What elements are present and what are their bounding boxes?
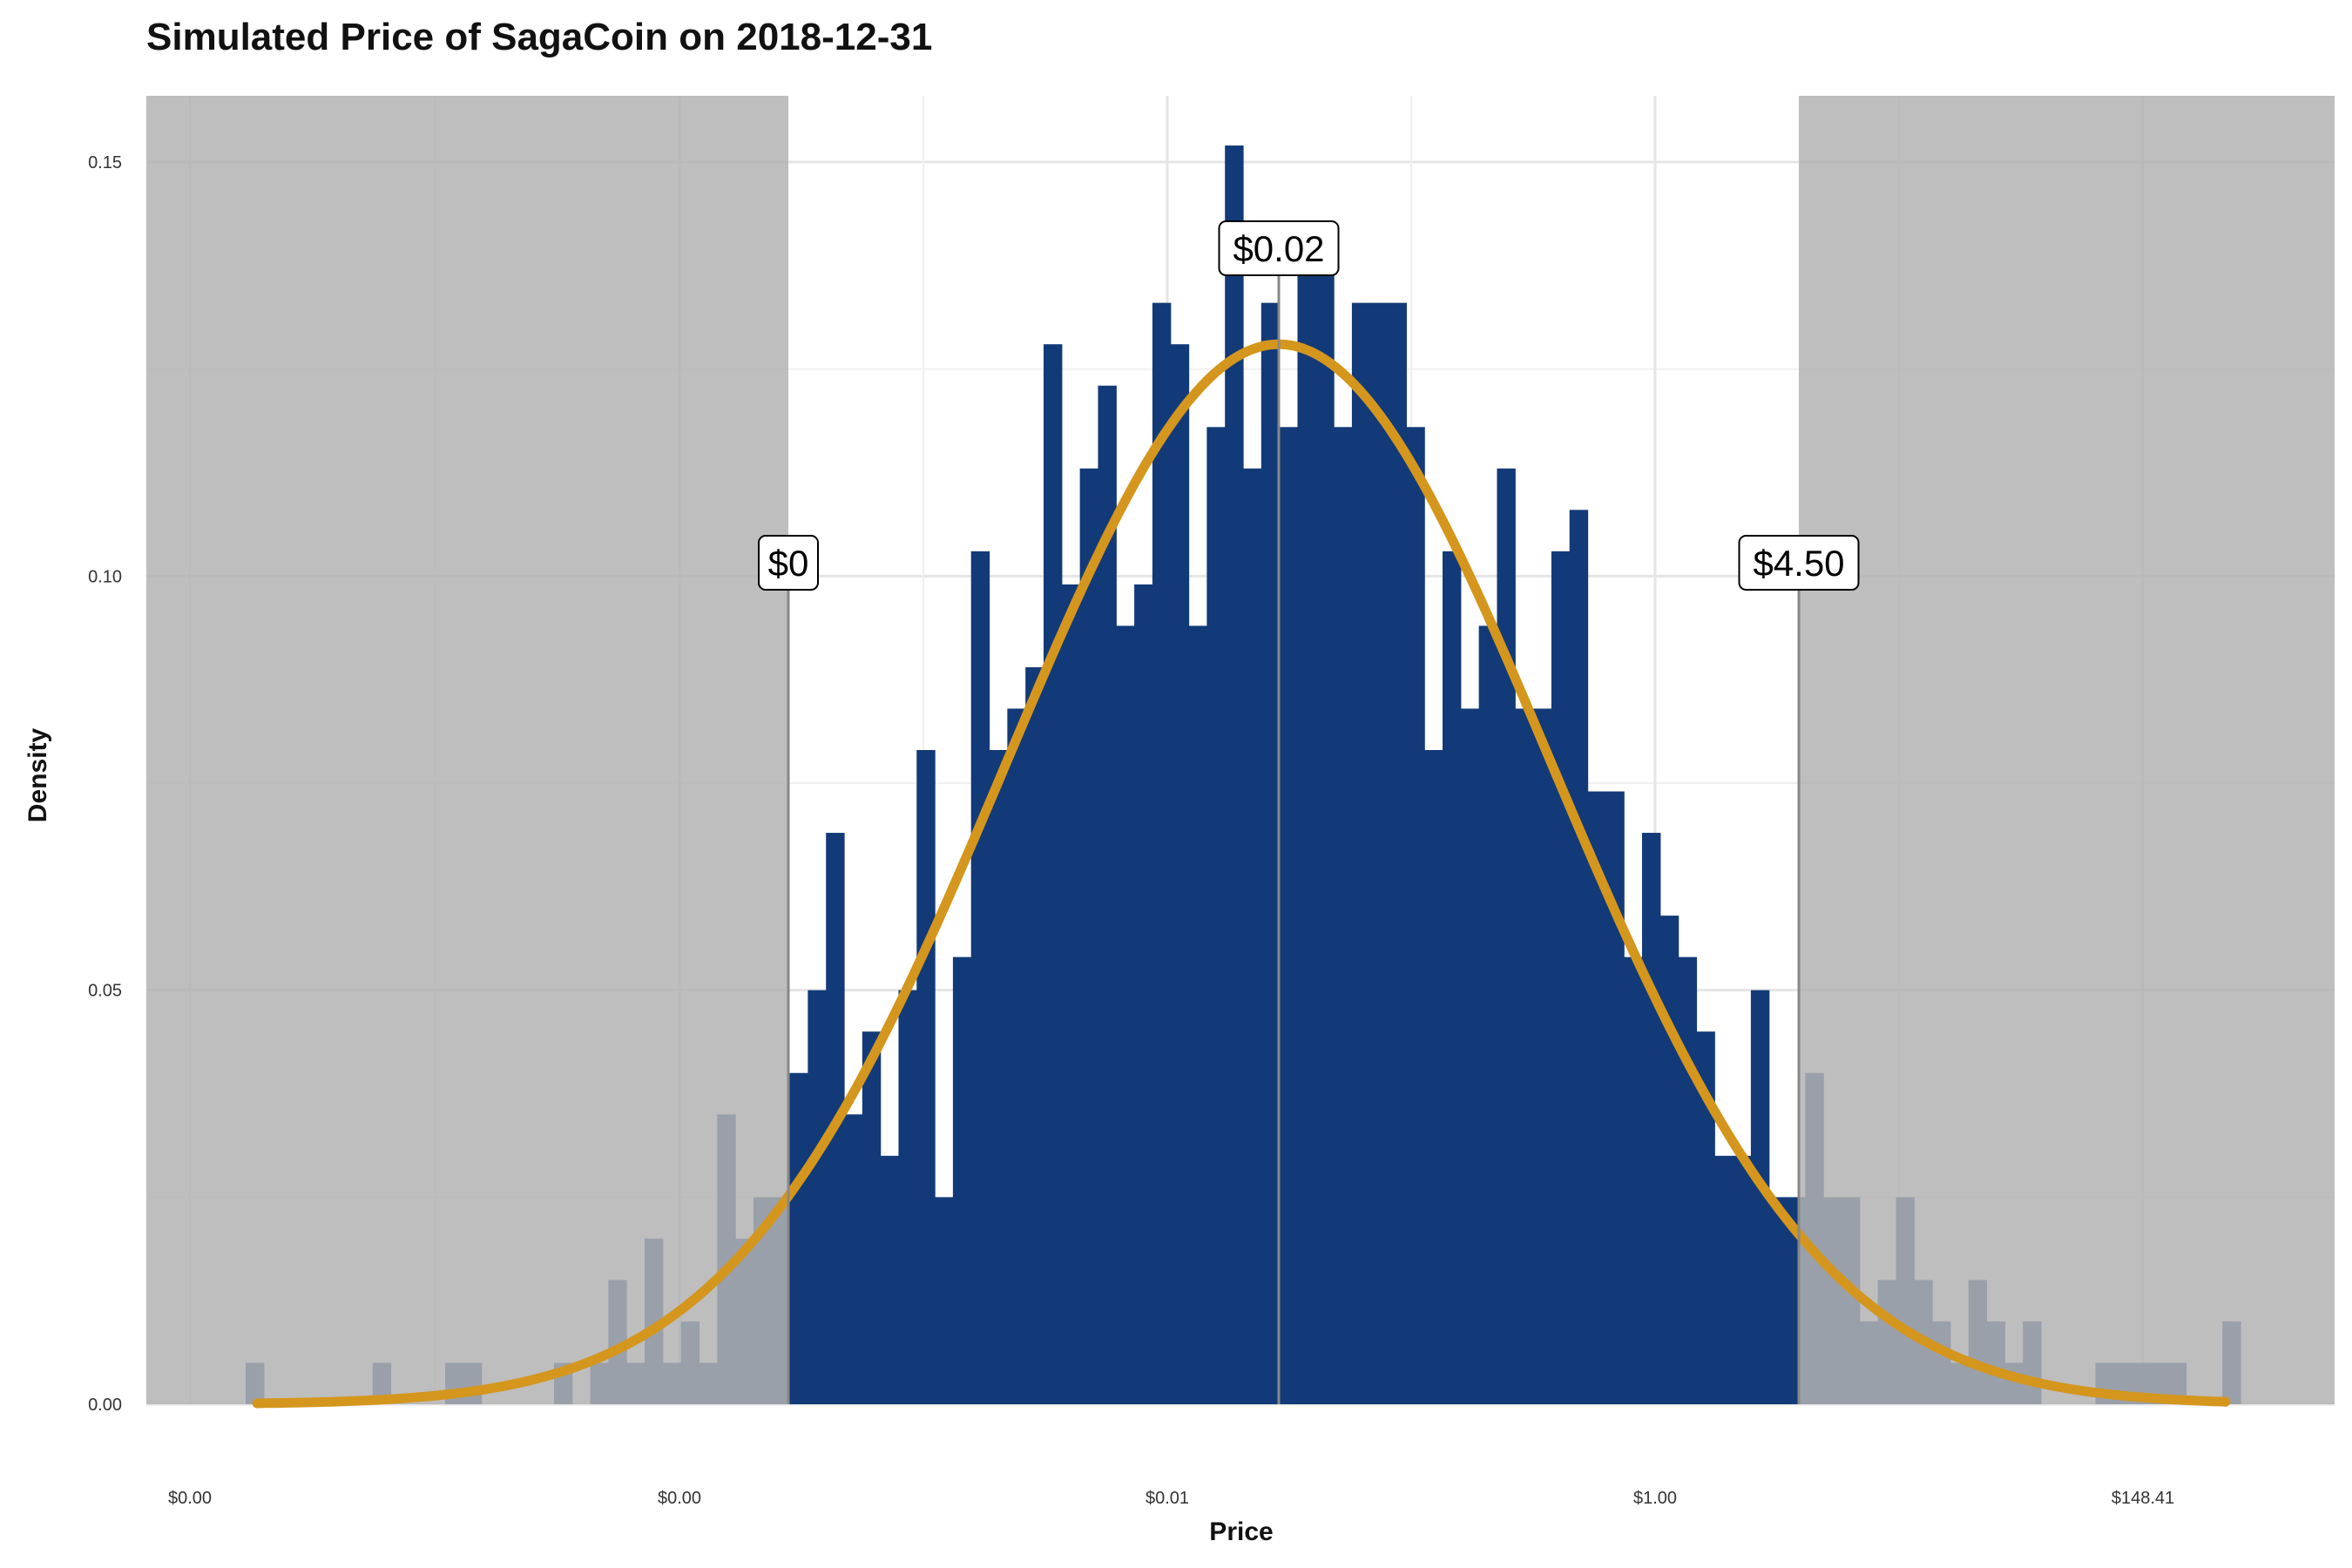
histogram-bar <box>1624 956 1643 1404</box>
histogram-bar <box>1152 302 1172 1405</box>
histogram-bar <box>1497 468 1516 1404</box>
histogram-bar <box>1533 708 1552 1404</box>
histogram-bar <box>1279 427 1299 1404</box>
histogram-bar <box>1025 666 1044 1404</box>
median-callout-label: $0.02 <box>1233 228 1324 269</box>
lower-tail-shade <box>146 96 788 1404</box>
histogram-bar <box>970 551 990 1404</box>
histogram-bar <box>880 1155 900 1404</box>
histogram-bar <box>1134 584 1153 1404</box>
histogram-bar <box>1260 302 1281 1405</box>
histogram-bar <box>1605 791 1625 1404</box>
upper-bound-callout-label: $4.50 <box>1753 543 1844 584</box>
histogram-bar <box>1243 468 1262 1404</box>
histogram-bar <box>1406 427 1425 1404</box>
histogram-bar <box>1478 625 1498 1404</box>
histogram-bar <box>1678 956 1698 1404</box>
x-axis-title: Price <box>1209 1517 1274 1546</box>
histogram-bar <box>898 990 917 1404</box>
y-tick-label: 0.15 <box>88 153 122 172</box>
y-tick-label: 0.05 <box>88 982 122 1001</box>
x-tick-label: $148.41 <box>2112 1489 2174 1508</box>
x-tick-label: $0.01 <box>1146 1489 1189 1508</box>
histogram-bar <box>1098 385 1117 1404</box>
median-callout-box <box>1218 220 1340 276</box>
histogram-bar <box>1696 1031 1715 1404</box>
histogram-bar <box>1351 302 1371 1405</box>
histogram-bar <box>1750 990 1770 1404</box>
chart-title: Simulated Price of SagaCoin on 2018-12-3… <box>146 16 933 58</box>
y-tick-label: 0.10 <box>88 567 122 586</box>
x-tick-label: $0.00 <box>168 1489 212 1508</box>
histogram-bar <box>1116 625 1135 1404</box>
histogram-bar <box>1007 708 1026 1404</box>
y-tick-label: 0.00 <box>88 1396 122 1415</box>
upper-tail-shade <box>1799 96 2335 1404</box>
density-curve <box>252 339 2231 1409</box>
histogram-bar <box>1079 468 1099 1404</box>
axis-ticks: 0.00 0.05 0.10 0.15 $0.00 $0.00 $0.01 $1.00 $148… <box>88 153 2174 1508</box>
callouts: $0 $0.02 $4.50 <box>758 220 1860 1404</box>
histogram-bar <box>989 750 1008 1404</box>
histogram-bar <box>952 956 972 1404</box>
histogram-bar <box>1424 750 1443 1404</box>
histogram-bar <box>1061 584 1081 1404</box>
histogram-bar <box>1334 427 1353 1404</box>
histogram-bar <box>808 990 827 1404</box>
lower-bound-callout-label: $0 <box>768 543 809 584</box>
histogram-bar <box>1206 427 1226 1404</box>
histogram-bar <box>1369 302 1389 1405</box>
histogram-bar <box>1642 833 1661 1404</box>
histogram-bar <box>1587 791 1606 1404</box>
histogram-bar <box>1460 708 1480 1404</box>
histogram-bar <box>844 1114 863 1404</box>
upper-bound-callout-box <box>1738 535 1860 591</box>
histogram-bar <box>1188 625 1207 1404</box>
histogram-bar <box>1659 916 1680 1404</box>
lower-bound-callout-box <box>758 535 819 591</box>
histogram-bar <box>916 750 936 1404</box>
histogram-bar <box>1768 1197 1788 1404</box>
histogram-bar <box>789 1072 808 1404</box>
histogram-bar <box>1044 344 1063 1404</box>
histogram-bar <box>1225 145 1244 1405</box>
histogram-bar <box>1170 344 1190 1404</box>
x-tick-label: $0.00 <box>658 1489 701 1508</box>
histogram-bar <box>1714 1155 1734 1404</box>
histogram-bar <box>935 1197 954 1404</box>
tail-shading <box>146 96 2335 1404</box>
histogram-bar <box>1569 510 1589 1405</box>
histogram-bar <box>1443 551 1462 1404</box>
histogram-bar <box>1297 261 1316 1404</box>
histogram-bar <box>1388 302 1407 1405</box>
histogram-bar <box>862 1031 882 1404</box>
density-curve-layer <box>252 339 2231 1409</box>
histogram-bar <box>1515 708 1534 1404</box>
x-tick-label: $1.00 <box>1633 1489 1677 1508</box>
histogram-bar <box>1315 261 1335 1404</box>
histogram-bar <box>1733 1155 1752 1404</box>
histogram-bar <box>1551 551 1571 1404</box>
